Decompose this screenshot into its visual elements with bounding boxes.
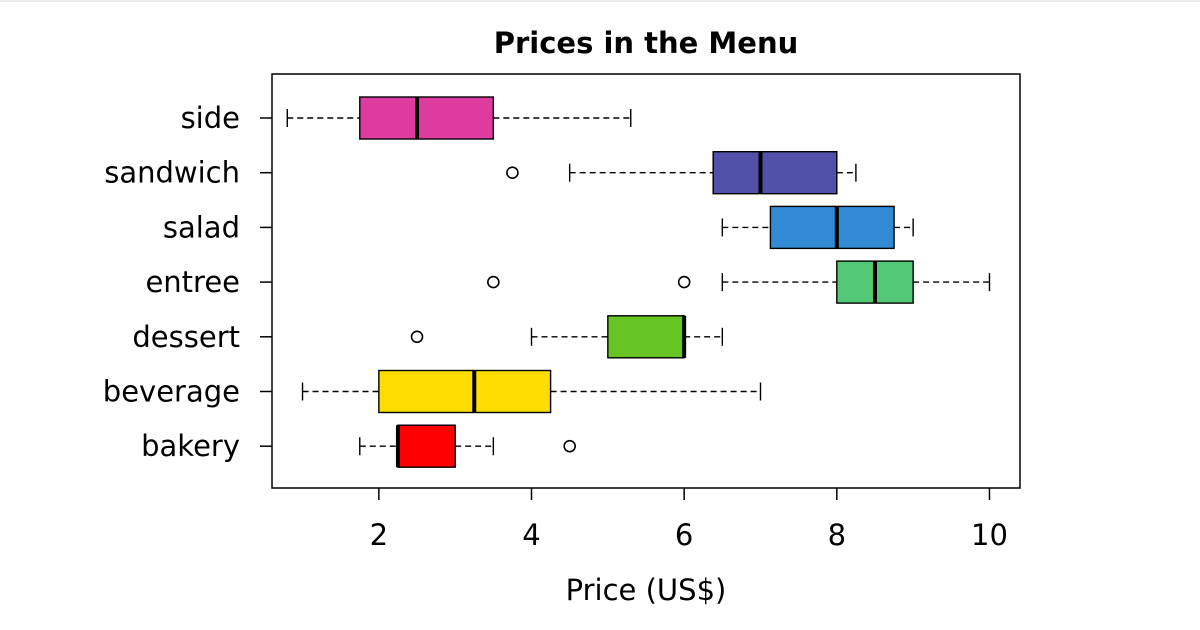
y-tick-label: side	[181, 101, 240, 135]
y-tick-label: entree	[145, 265, 240, 299]
x-axis-label: Price (US$)	[566, 573, 727, 607]
box-dessert	[607, 315, 685, 359]
x-tick-label: 8	[828, 518, 846, 552]
y-tick-label: dessert	[132, 320, 240, 354]
plot-area-border	[271, 73, 1021, 489]
box-salad	[769, 205, 895, 250]
y-tick-label: sandwich	[104, 156, 240, 190]
x-tick-label: 10	[971, 518, 1008, 552]
box-beverage	[378, 369, 552, 414]
box-side	[359, 96, 495, 140]
x-tick-label: 2	[370, 518, 388, 552]
chart-title: Prices in the Menu	[494, 26, 799, 60]
x-tick-label: 6	[675, 518, 693, 552]
outlier-point	[410, 330, 424, 344]
y-tick-label: beverage	[103, 375, 240, 409]
x-tick-label: 4	[522, 518, 540, 552]
y-tick-label: bakery	[141, 429, 240, 463]
y-tick-label: salad	[163, 210, 240, 244]
outlier-point	[487, 275, 500, 289]
box-sandwich	[712, 150, 838, 195]
box-bakery	[397, 424, 456, 468]
chart-marks: 2 4 6 8 10 bakery beverage dessert entree salad sa…	[103, 96, 1008, 552]
top-divider	[0, 0, 1200, 2]
outlier-point	[506, 166, 519, 179]
outlier-point	[677, 275, 691, 289]
outlier-point	[563, 439, 576, 453]
